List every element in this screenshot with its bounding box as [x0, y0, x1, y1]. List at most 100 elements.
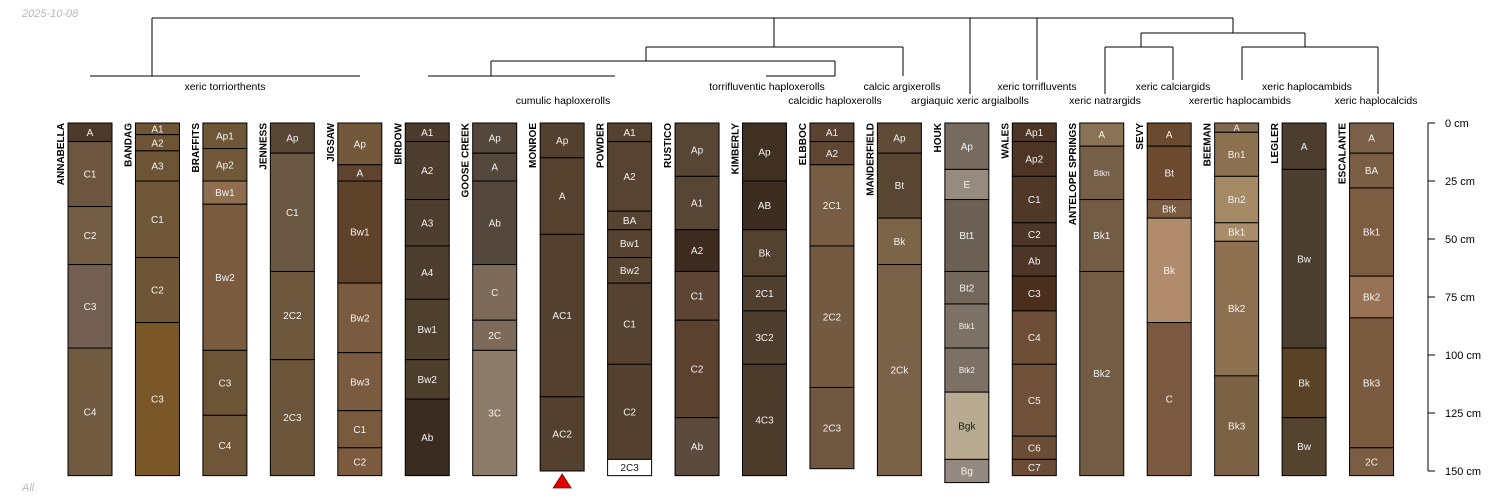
dendrogram-branches — [90, 17, 1379, 94]
soil-profile: WALES Ap1 Ap2 C1 C2 Ab C3 C4 C5 C6 C7 — [1000, 122, 1057, 477]
horizon-label: Bw — [1297, 442, 1312, 453]
horizon-label: Btk2 — [959, 366, 976, 375]
horizon — [404, 359, 450, 400]
horizon-label: A1 — [623, 128, 636, 139]
horizon — [1011, 245, 1057, 277]
profile-name: SEVY — [1135, 123, 1146, 150]
horizon — [539, 122, 585, 159]
profile-name: ANNABELLA — [56, 123, 67, 185]
soil-profile: HOUK Ap E Bt1 Bt2 Btk1 Btk2 Bgk Bg — [933, 122, 990, 484]
horizon-label: 2Ck — [891, 366, 910, 377]
horizon — [1281, 168, 1327, 349]
horizon-label: Ap1 — [216, 131, 234, 142]
horizon-label: C4 — [84, 407, 97, 418]
horizon-label: Bgk — [958, 421, 976, 432]
horizon-label: Bw2 — [418, 375, 438, 386]
horizon — [607, 141, 653, 212]
horizon — [607, 282, 653, 365]
horizon-label: A1 — [691, 199, 704, 210]
horizon — [472, 349, 518, 477]
soil-profile: ANNABELLA A C1 C2 C3 C4 — [56, 122, 113, 477]
profile-name: MANDERFIELD — [865, 123, 876, 196]
horizon-label: C5 — [1028, 396, 1041, 407]
horizon-label: Bw — [1297, 254, 1312, 265]
horizon-label: Bw1 — [620, 239, 640, 250]
horizon — [742, 122, 787, 182]
horizon-label: A — [491, 163, 498, 174]
horizon-label: Bk3 — [1363, 378, 1381, 389]
horizon — [404, 245, 450, 300]
horizon — [674, 417, 720, 477]
horizon — [1281, 122, 1327, 170]
horizon — [876, 152, 922, 219]
horizon-label: Bt1 — [959, 231, 974, 242]
profile-name: ELBBOC — [798, 123, 809, 165]
horizon — [809, 245, 855, 388]
horizon-label: C1 — [84, 170, 97, 181]
taxon-label: xeric natrargids — [1069, 95, 1141, 107]
horizon-label: BA — [623, 216, 637, 227]
horizon-label: 2C1 — [755, 289, 774, 300]
horizon — [1214, 131, 1260, 177]
horizon-label: C1 — [1028, 195, 1041, 206]
horizon-label: Ab — [1028, 257, 1041, 268]
horizon-label: Bk1 — [1363, 228, 1381, 239]
horizon — [742, 310, 787, 365]
horizon — [607, 363, 653, 460]
horizon-label: C4 — [219, 441, 232, 452]
horizon — [472, 319, 518, 351]
depth-tick-label: 75 cm — [1445, 292, 1475, 304]
soil-profile: JENNESS Ap C1 2C2 2C3 — [258, 122, 315, 477]
horizon-label: Bw1 — [215, 188, 235, 199]
horizon — [202, 414, 248, 477]
horizon — [1146, 217, 1192, 324]
horizon — [1011, 275, 1057, 312]
horizon — [202, 148, 248, 182]
horizon-label: Bk — [894, 237, 907, 248]
horizon-label: A — [1098, 130, 1105, 141]
horizon — [809, 164, 855, 247]
horizon — [1214, 240, 1260, 377]
horizon-label: 4C3 — [755, 416, 774, 427]
horizon-label: Bk — [1298, 378, 1311, 389]
horizon-label: A — [1234, 123, 1240, 133]
taxon-label: xeric torriorthents — [184, 81, 265, 93]
horizon — [404, 398, 450, 477]
soil-profile: ESCALANTE A BA Bk1 Bk2 Bk3 2C — [1338, 122, 1395, 477]
profile-name: BANDAG — [123, 123, 134, 167]
horizon-label: Bw1 — [350, 228, 370, 239]
horizon-label: A1 — [826, 128, 839, 139]
horizon-label: Btkn — [1094, 169, 1110, 178]
taxon-label: xeric calciargids — [1136, 81, 1211, 93]
horizon-label: Ap1 — [1025, 128, 1043, 139]
horizon — [1011, 310, 1057, 365]
horizon-label: Bk — [1163, 266, 1176, 277]
horizon — [944, 199, 990, 272]
horizon — [67, 264, 113, 349]
profile-name: MONROE — [528, 123, 539, 168]
depth-tick-label: 125 cm — [1445, 408, 1481, 420]
soil-profile: LEGLER A Bw Bk Bw — [1270, 122, 1327, 477]
horizon-label: Bn2 — [1228, 195, 1246, 206]
horizon-label: Bw2 — [215, 273, 235, 284]
soil-profile: POWDER A1 A2 BA Bw1 Bw2 C1 C2 2C3 — [596, 122, 653, 477]
horizon-label: C1 — [353, 425, 366, 436]
horizon-label: Ap — [354, 139, 367, 150]
horizon-label: AB — [758, 201, 772, 212]
horizon-label: Bk2 — [1228, 304, 1246, 315]
horizon — [876, 122, 922, 154]
horizon — [269, 270, 315, 361]
horizon — [742, 363, 787, 477]
depth-tick-label: 150 cm — [1445, 466, 1481, 478]
horizon — [1011, 363, 1057, 437]
horizon — [202, 122, 248, 150]
horizon — [944, 168, 990, 201]
horizon-label: Ap2 — [216, 160, 234, 171]
horizon-label: C — [1166, 395, 1173, 406]
soil-profile: ANTELOPE SPRINGS A Btkn Bk1 Bk2 — [1068, 122, 1125, 477]
horizon-label: A — [1368, 134, 1375, 145]
horizon-label: A4 — [421, 268, 434, 279]
